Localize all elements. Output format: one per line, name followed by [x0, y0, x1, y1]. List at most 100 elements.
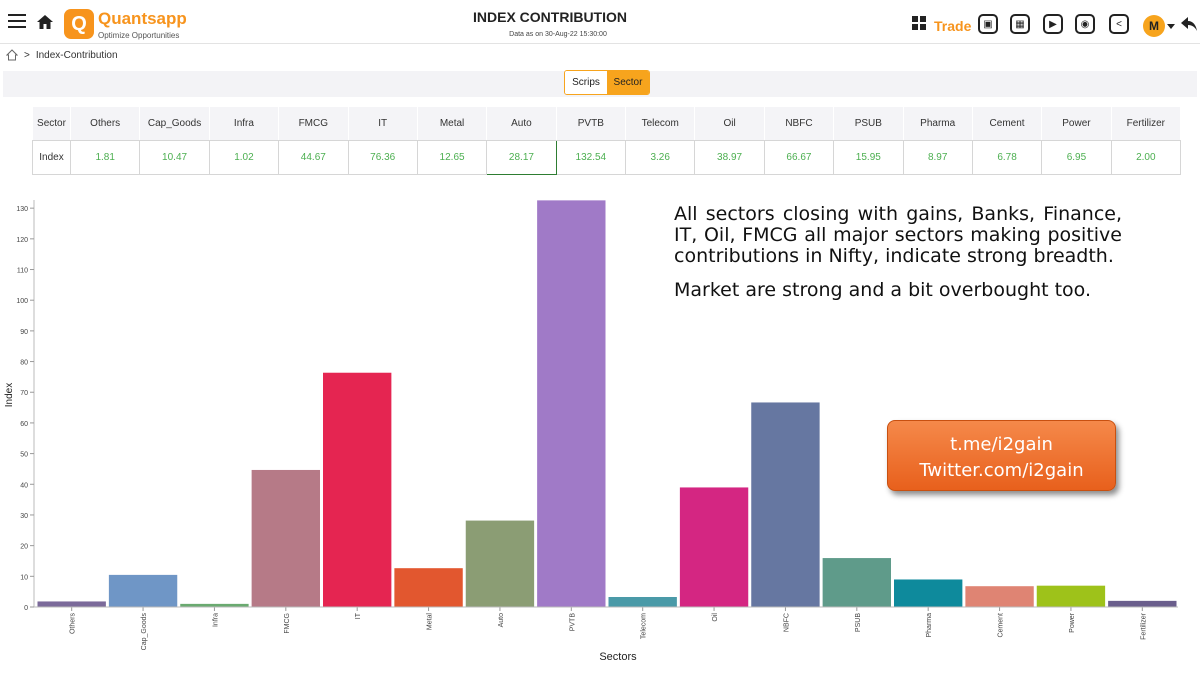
- logo: Q: [64, 9, 94, 39]
- bar-cap-goods: [108, 574, 178, 607]
- y-tick-label: 100: [16, 298, 28, 305]
- column-header[interactable]: Cap_Goods: [139, 106, 210, 141]
- table-cell[interactable]: 3.26: [624, 140, 696, 175]
- x-tick-label: Fertilizer: [1140, 612, 1147, 640]
- x-tick-label: PSUB: [855, 613, 862, 632]
- table-cell[interactable]: 132.54: [555, 140, 627, 175]
- brand-tagline: Optimize Opportunities: [98, 31, 180, 40]
- column-header[interactable]: Auto: [486, 106, 557, 141]
- page-title: INDEX CONTRIBUTION: [473, 9, 627, 25]
- home-icon[interactable]: [36, 13, 54, 31]
- bar-infra: [180, 603, 249, 607]
- y-tick-label: 120: [16, 237, 28, 244]
- y-tick-label: 70: [20, 390, 28, 397]
- x-tick-label: Power: [1069, 612, 1076, 633]
- table-row: Index 1.81 10.47 1.02 44.67 76.36 12.65 28.17 1…: [32, 140, 1182, 175]
- table-header-row: Sector Others Cap_Goods Infra FMCG IT Metal Au…: [32, 106, 1182, 141]
- y-tick-label: 80: [20, 360, 28, 367]
- x-tick-label: Cap_Goods: [141, 613, 148, 651]
- y-axis-label: Index: [4, 383, 15, 407]
- commentary-paragraph: All sectors closing with gains, Banks, F…: [674, 203, 1122, 267]
- promo-telegram: t.me/i2gain: [950, 434, 1053, 455]
- x-tick-label: Oil: [712, 613, 719, 622]
- commentary-paragraph: Market are strong and a bit overbought t…: [674, 279, 1092, 301]
- x-tick-label: Auto: [498, 613, 505, 628]
- column-header[interactable]: IT: [347, 106, 418, 141]
- column-header[interactable]: PVTB: [555, 106, 627, 141]
- column-header[interactable]: Others: [69, 106, 141, 141]
- y-tick-label: 110: [17, 268, 28, 275]
- bar-pvtb: [537, 200, 606, 607]
- bar-metal: [394, 568, 463, 607]
- x-tick-label: Others: [70, 613, 77, 635]
- y-tick-label: 40: [20, 482, 28, 489]
- y-tick-label: 90: [20, 329, 28, 336]
- table-cell[interactable]: 15.95: [833, 140, 904, 175]
- bar-psub: [822, 558, 891, 607]
- trade-link[interactable]: Trade: [934, 18, 972, 34]
- x-axis-label: Sectors: [599, 651, 637, 663]
- table-cell[interactable]: 28.17: [486, 140, 557, 175]
- layout-icon[interactable]: ▦: [1010, 14, 1030, 34]
- bar-others: [37, 601, 106, 607]
- table-cell[interactable]: 1.02: [208, 140, 280, 175]
- breadcrumb-separator: >: [24, 49, 30, 61]
- bar-power: [1036, 585, 1106, 607]
- column-header[interactable]: Fertilizer: [1110, 106, 1182, 141]
- bar-oil: [679, 487, 749, 607]
- breadcrumb-current: Index-Contribution: [35, 49, 118, 61]
- column-header[interactable]: Infra: [208, 106, 280, 141]
- breadcrumb: > Index-Contribution: [6, 48, 118, 62]
- column-header[interactable]: Cement: [971, 106, 1043, 141]
- brand-name: Quantsapp: [98, 9, 187, 28]
- window-icon[interactable]: ▣: [978, 14, 998, 34]
- apps-grid-icon[interactable]: [912, 16, 926, 30]
- x-tick-label: NBFC: [783, 613, 790, 632]
- menu-icon[interactable]: [8, 14, 26, 28]
- column-header[interactable]: Telecom: [624, 106, 696, 141]
- column-header[interactable]: Oil: [694, 106, 765, 141]
- table-cell[interactable]: 8.97: [902, 140, 973, 175]
- table-cell[interactable]: 66.67: [763, 140, 835, 175]
- table-cell[interactable]: 10.47: [139, 140, 210, 175]
- table-cell[interactable]: 12.65: [416, 140, 488, 175]
- y-tick-label: 10: [20, 574, 28, 581]
- table-cell[interactable]: 76.36: [347, 140, 418, 175]
- community-icon[interactable]: ◉: [1075, 14, 1095, 34]
- bar-chart: 0 10 20 30 40 50 60 70 80 90 100 110 120 130 Index Othe…: [4, 200, 1178, 663]
- sector-tab[interactable]: Sector: [607, 71, 649, 94]
- table-cell[interactable]: 6.95: [1041, 140, 1112, 175]
- scrips-tab[interactable]: Scrips: [565, 71, 607, 94]
- table-cell[interactable]: 6.78: [971, 140, 1043, 175]
- promo-banner: t.me/i2gain Twitter.com/i2gain: [887, 420, 1116, 491]
- y-tick-label: 30: [20, 513, 28, 520]
- video-icon[interactable]: ▶: [1043, 14, 1063, 34]
- table-cell[interactable]: 44.67: [278, 140, 349, 175]
- column-header[interactable]: Pharma: [902, 106, 973, 141]
- back-arrow-icon[interactable]: [1180, 15, 1198, 33]
- table-cell[interactable]: 38.97: [694, 140, 765, 175]
- bar-it: [323, 372, 392, 607]
- home-outline-icon[interactable]: [6, 49, 18, 61]
- y-tick-label: 60: [20, 421, 28, 428]
- bar-pharma: [894, 579, 963, 607]
- column-header[interactable]: Metal: [416, 106, 488, 141]
- bar-auto: [465, 520, 535, 607]
- table-cell[interactable]: 2.00: [1110, 140, 1182, 175]
- promo-twitter: Twitter.com/i2gain: [919, 460, 1084, 481]
- column-header[interactable]: Power: [1041, 106, 1112, 141]
- bar-cement: [965, 586, 1034, 607]
- avatar[interactable]: M: [1143, 15, 1165, 37]
- column-header[interactable]: PSUB: [833, 106, 904, 141]
- share-icon[interactable]: <: [1109, 14, 1129, 34]
- table-cell[interactable]: 1.81: [69, 140, 141, 175]
- data-timestamp: Data as on 30-Aug-22 15:30:00: [509, 31, 607, 38]
- bar-nbfc: [751, 402, 820, 607]
- y-tick-label: 130: [16, 206, 28, 213]
- y-tick-label: 50: [20, 452, 28, 459]
- commentary: All sectors closing with gains, Banks, F…: [674, 204, 1122, 314]
- chevron-down-icon[interactable]: [1167, 24, 1175, 29]
- column-header[interactable]: FMCG: [278, 106, 349, 141]
- column-header[interactable]: NBFC: [763, 106, 835, 141]
- x-tick-label: FMCG: [284, 613, 291, 634]
